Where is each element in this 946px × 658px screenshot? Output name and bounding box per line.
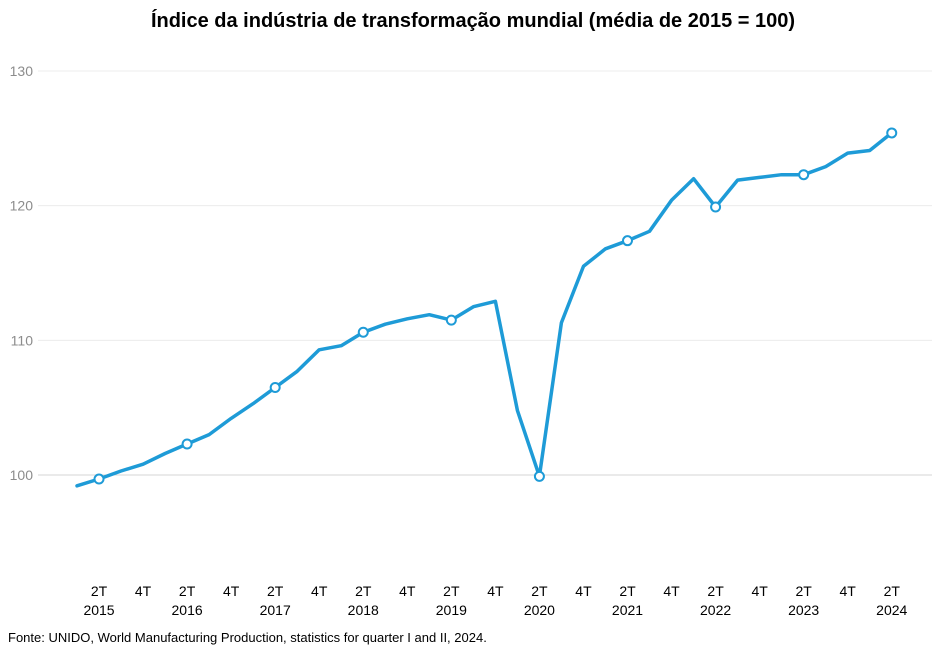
- x-tick-quarter: 4T: [840, 583, 857, 599]
- x-tick-quarter: 2T: [91, 583, 108, 599]
- y-axis-ticks: 100 110 120 130: [10, 63, 34, 483]
- data-point-marker: [710, 201, 722, 213]
- y-tick-label: 100: [10, 467, 34, 483]
- x-tick-quarter: 2T: [355, 583, 372, 599]
- x-tick-year: 2020: [524, 602, 555, 618]
- data-point-marker: [93, 473, 105, 485]
- x-tick-quarter: 2T: [884, 583, 901, 599]
- data-point-marker: [886, 127, 898, 139]
- x-tick-quarter: 2T: [267, 583, 284, 599]
- data-point-marker: [622, 235, 633, 247]
- x-tick-year: 2018: [348, 602, 379, 618]
- x-tick-quarter: 2T: [619, 583, 636, 599]
- data-point-marker: [445, 314, 457, 326]
- y-tick-label: 130: [10, 63, 34, 79]
- y-tick-label: 110: [11, 332, 34, 348]
- series-index: [75, 127, 898, 488]
- x-tick-quarter: 4T: [223, 583, 240, 599]
- x-tick-year: 2017: [260, 602, 291, 618]
- data-point-marker: [181, 438, 193, 450]
- y-tick-label: 120: [10, 198, 34, 214]
- data-point-marker: [269, 381, 281, 393]
- chart-title: Índice da indústria de transformação mun…: [150, 10, 796, 32]
- x-tick-quarter: 2T: [179, 583, 196, 599]
- x-tick-quarter: 4T: [487, 583, 504, 599]
- x-tick-quarter: 2T: [531, 583, 548, 599]
- x-tick-quarter: 4T: [399, 583, 416, 599]
- series-line: [75, 131, 894, 488]
- x-tick-year: 2015: [83, 602, 114, 618]
- data-point-marker: [357, 326, 369, 338]
- x-tick-year: 2022: [700, 602, 731, 618]
- source-note: Fonte: UNIDO, World Manufacturing Produc…: [8, 630, 487, 645]
- gridlines: [38, 70, 932, 476]
- x-tick-quarter: 4T: [751, 583, 768, 599]
- x-tick-quarter: 4T: [311, 583, 328, 599]
- x-tick-year: 2024: [876, 602, 907, 618]
- x-tick-quarter: 2T: [795, 583, 812, 599]
- x-tick-year: 2019: [436, 602, 467, 618]
- x-tick-quarter: 4T: [135, 583, 152, 599]
- x-tick-year: 2021: [612, 602, 643, 618]
- x-axis-ticks: 2T 2015 4T 2T 2016 4T 2T 2017 4T 2T 2018 4T 2T 2019 4T…: [83, 583, 907, 618]
- data-point-marker: [533, 470, 545, 482]
- x-tick-year: 2016: [172, 602, 203, 618]
- x-tick-quarter: 4T: [663, 583, 680, 599]
- data-point-marker: [798, 169, 810, 181]
- x-tick-year: 2023: [788, 602, 819, 618]
- x-tick-quarter: 2T: [443, 583, 460, 599]
- x-tick-quarter: 2T: [707, 583, 724, 599]
- x-tick-quarter: 4T: [575, 583, 592, 599]
